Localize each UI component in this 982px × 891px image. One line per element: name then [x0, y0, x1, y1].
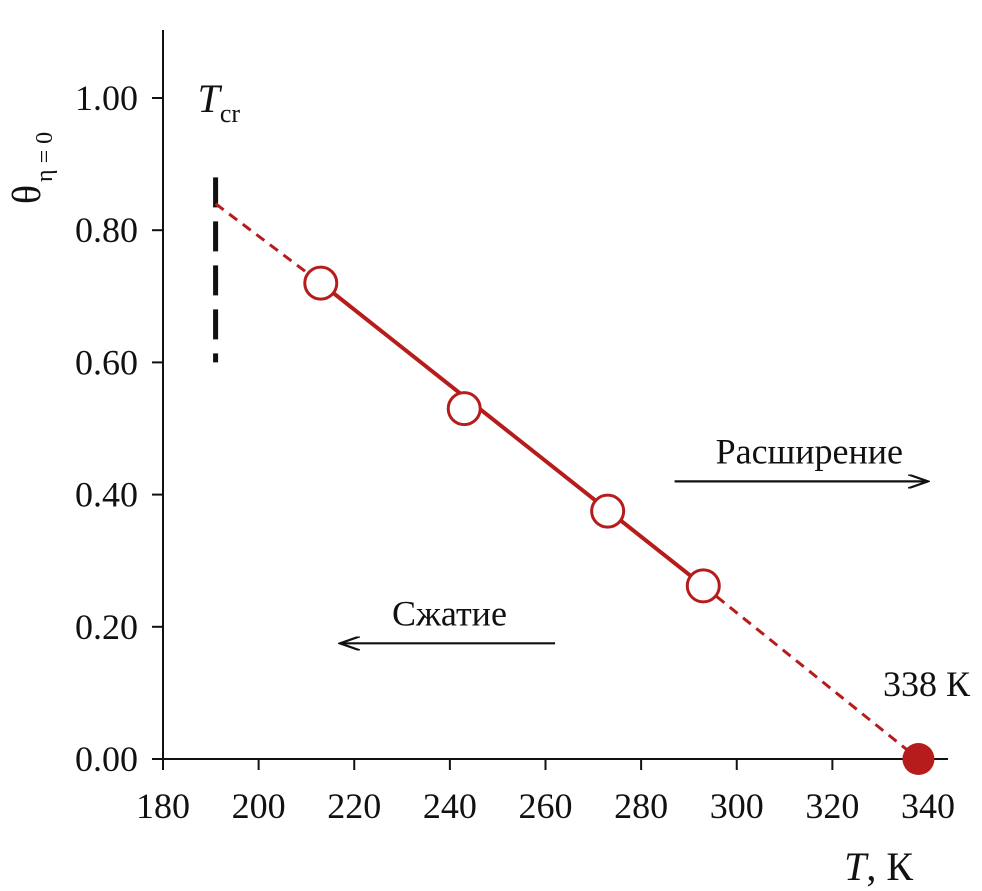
- x-tick-label: 220: [327, 786, 381, 826]
- y-axis-title: θ η = 0: [4, 132, 58, 204]
- annotation-label: Расширение: [716, 431, 903, 471]
- annotations: Расширение Сжатие: [340, 431, 928, 643]
- x-tick-label: 240: [423, 786, 477, 826]
- y-tick-label: 0.60: [75, 342, 138, 382]
- x-tick-label: 320: [805, 786, 859, 826]
- x-tick-label: 300: [710, 786, 764, 826]
- fit-line-solid: [319, 281, 705, 588]
- x-axis-title: T, К: [844, 844, 913, 889]
- x-tick-label: 340: [901, 786, 955, 826]
- data-point: [446, 391, 482, 427]
- highlight-point-label: 338 К: [883, 664, 971, 704]
- tcr-label-var: T: [198, 76, 223, 121]
- fit-line-dashed-right: [702, 584, 920, 761]
- y-tick-label: 1.00: [75, 78, 138, 118]
- x-axis-title-unit: , К: [866, 844, 913, 889]
- x-tick-label: 260: [519, 786, 573, 826]
- tcr-label-sub: cr: [220, 99, 241, 128]
- y-tick-label: 0.20: [75, 607, 138, 647]
- y-axis-title-sub: η = 0: [32, 132, 58, 182]
- annotation-label: Сжатие: [392, 593, 507, 633]
- fit-line-dashed-left: [214, 202, 322, 285]
- data-points: [303, 265, 721, 604]
- x-tick-label: 200: [232, 786, 286, 826]
- x-axis-ticks: 180 200 220 240 260 280 300 320 340: [136, 759, 955, 826]
- x-tick-label: 180: [136, 786, 190, 826]
- y-axis-title-var: θ: [4, 185, 49, 204]
- y-tick-label: 0.40: [75, 475, 138, 515]
- highlight-point-338: [902, 743, 935, 775]
- x-tick-label: 280: [614, 786, 668, 826]
- x-axis-title-var: T: [844, 844, 869, 889]
- data-point: [590, 493, 626, 529]
- data-point: [303, 265, 339, 301]
- tcr-label: Tcr: [198, 76, 241, 128]
- y-axis-ticks: 0.00 0.20 0.40 0.60 0.80 1.00: [75, 78, 163, 779]
- data-point: [685, 568, 721, 604]
- y-tick-label: 0.80: [75, 210, 138, 250]
- y-tick-label: 0.00: [75, 739, 138, 779]
